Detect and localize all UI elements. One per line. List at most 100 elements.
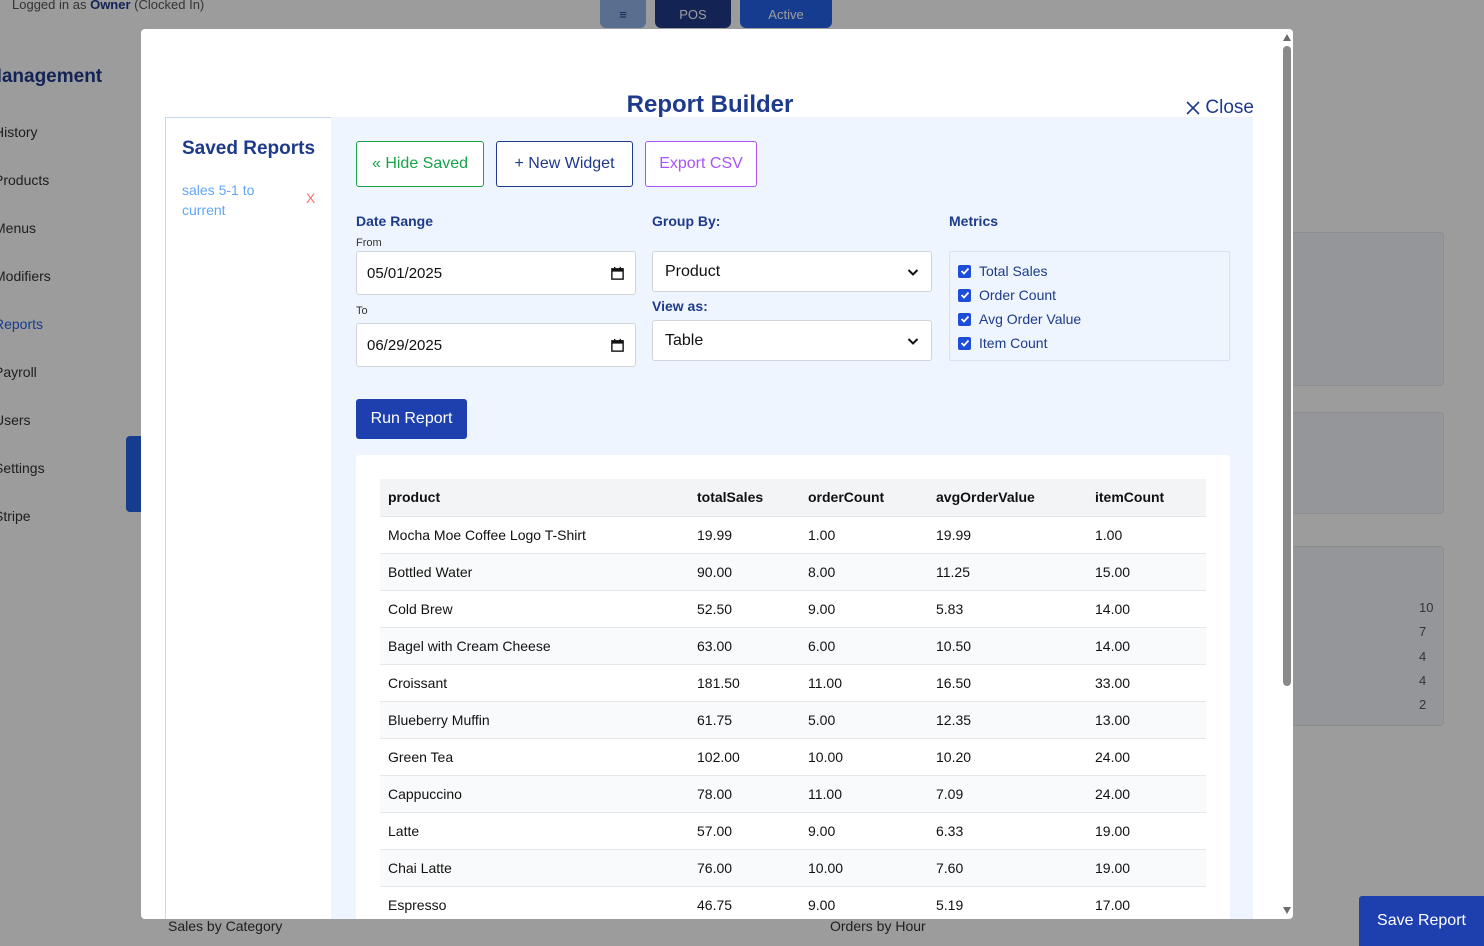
sidebar-item-modifiers[interactable]: Modifiers [0,268,51,284]
sidebar-item-settings[interactable]: Settings [0,460,45,476]
checkbox-checked[interactable] [958,336,971,350]
calendar-icon[interactable] [610,266,625,281]
sidebar-item-history[interactable]: History [0,124,38,140]
background-sidebar: Management History Products Menus Modifi… [0,40,125,946]
table-cell: 61.75 [689,700,800,738]
table-cell: 19.00 [1087,811,1206,849]
table-cell: 5.19 [928,885,1087,919]
report-table: product totalSales orderCount avgOrderVa… [380,479,1206,919]
scrollbar-thumb[interactable] [1283,46,1291,686]
export-csv-button[interactable]: Export CSV [645,141,757,187]
table-row: Mocha Moe Coffee Logo T-Shirt 19.99 1.00 19… [380,515,1206,553]
metric-total-sales[interactable]: Total Sales [958,263,1047,279]
table-cell: 63.00 [689,626,800,664]
logged-in-status: Logged in as Owner (Clocked In) [12,0,204,12]
chevron-down-icon [907,268,919,276]
hide-saved-button[interactable]: « Hide Saved [356,141,484,187]
table-row: Cold Brew 52.50 9.00 5.83 14.00 [380,589,1206,627]
new-widget-button[interactable]: + New Widget [496,141,633,187]
sidebar-item-users[interactable]: Users [0,412,31,428]
table-cell: 11.00 [800,663,928,701]
view-as-select[interactable]: Table [652,320,932,361]
sidebar-item-reports[interactable]: Reports [0,316,44,332]
sidebar-item-menus[interactable]: Menus [0,220,37,236]
column-header[interactable]: avgOrderValue [928,479,1087,516]
metric-item-count[interactable]: Item Count [958,335,1047,351]
table-cell: 11.25 [928,552,1087,590]
table-row: Chai Latte 76.00 10.00 7.60 19.00 [380,848,1206,886]
pos-button[interactable]: POS [655,0,731,28]
metrics-options: Total Sales Order Count Avg Order Value … [949,251,1230,361]
table-cell: Cappuccino [380,774,689,812]
check-icon [960,339,969,347]
view-as-label: View as: [652,298,708,314]
table-cell: 24.00 [1087,774,1206,812]
table-cell: 14.00 [1087,589,1206,627]
background-card [1290,412,1444,514]
table-cell: 15.00 [1087,552,1206,590]
calendar-icon[interactable] [610,338,625,353]
table-header-row: product totalSales orderCount avgOrderVa… [380,479,1206,516]
scroll-up-arrow[interactable] [1283,34,1291,41]
checkbox-checked[interactable] [958,264,971,278]
table-cell: 52.50 [689,589,800,627]
to-date-input[interactable]: 06/29/2025 [356,323,636,367]
background-card [1290,232,1444,386]
close-button[interactable]: Close [1185,97,1254,119]
orders-by-hour-title: Orders by Hour [830,918,926,934]
user-name: Owner [90,0,131,12]
sidebar-collapse-tab[interactable] [126,436,142,512]
save-report-button[interactable]: Save Report [1359,896,1484,946]
column-header[interactable]: itemCount [1087,479,1206,516]
table-cell: 46.75 [689,885,800,919]
from-date-input[interactable]: 05/01/2025 [356,251,636,295]
modal-scrollbar[interactable] [1280,32,1293,916]
active-button[interactable]: Active [740,0,832,28]
column-header[interactable]: product [380,479,689,516]
from-label: From [356,237,382,249]
table-cell: 5.00 [800,700,928,738]
metric-order-count[interactable]: Order Count [958,287,1056,303]
close-icon [1186,101,1200,115]
scroll-down-arrow[interactable] [1283,907,1291,914]
table-cell: 10.00 [800,848,928,886]
column-header[interactable]: totalSales [689,479,800,516]
table-cell: 6.00 [800,626,928,664]
table-cell: Chai Latte [380,848,689,886]
table-cell: 9.00 [800,885,928,919]
background-card [1290,546,1444,726]
table-cell: Latte [380,811,689,849]
table-row: Espresso 46.75 9.00 5.19 17.00 [380,885,1206,919]
table-cell: 9.00 [800,811,928,849]
table-cell: 7.09 [928,774,1087,812]
table-cell: Blueberry Muffin [380,700,689,738]
background-value: 2 [1419,697,1427,712]
table-cell: 57.00 [689,811,800,849]
group-by-select[interactable]: Product [652,251,932,292]
metric-avg-order-value[interactable]: Avg Order Value [958,311,1081,327]
table-cell: 76.00 [689,848,800,886]
table-cell: 1.00 [1087,515,1206,553]
sidebar-item-stripe[interactable]: Stripe [0,508,31,524]
table-cell: 16.50 [928,663,1087,701]
run-report-button[interactable]: Run Report [356,399,467,439]
delete-saved-report-button[interactable]: X [306,190,316,206]
saved-report-link[interactable]: sales 5-1 to current [182,182,255,218]
table-cell: 181.50 [689,663,800,701]
background-value: 4 [1419,649,1427,664]
table-cell: 14.00 [1087,626,1206,664]
table-cell: 17.00 [1087,885,1206,919]
saved-reports-panel: Saved Reports sales 5-1 to current X [165,117,332,919]
menu-toggle-button[interactable]: ≡ [600,0,646,28]
sales-by-category-title: Sales by Category [168,918,283,934]
metric-label: Total Sales [979,263,1048,279]
table-row: Cappuccino 78.00 11.00 7.09 24.00 [380,774,1206,812]
sidebar-item-products[interactable]: Products [0,172,50,188]
checkbox-checked[interactable] [958,288,971,302]
table-cell: 19.99 [689,515,800,553]
table-cell: 1.00 [800,515,928,553]
checkbox-checked[interactable] [958,312,971,326]
column-header[interactable]: orderCount [800,479,928,516]
table-row: Green Tea 102.00 10.00 10.20 24.00 [380,737,1206,775]
sidebar-item-payroll[interactable]: Payroll [0,364,37,380]
